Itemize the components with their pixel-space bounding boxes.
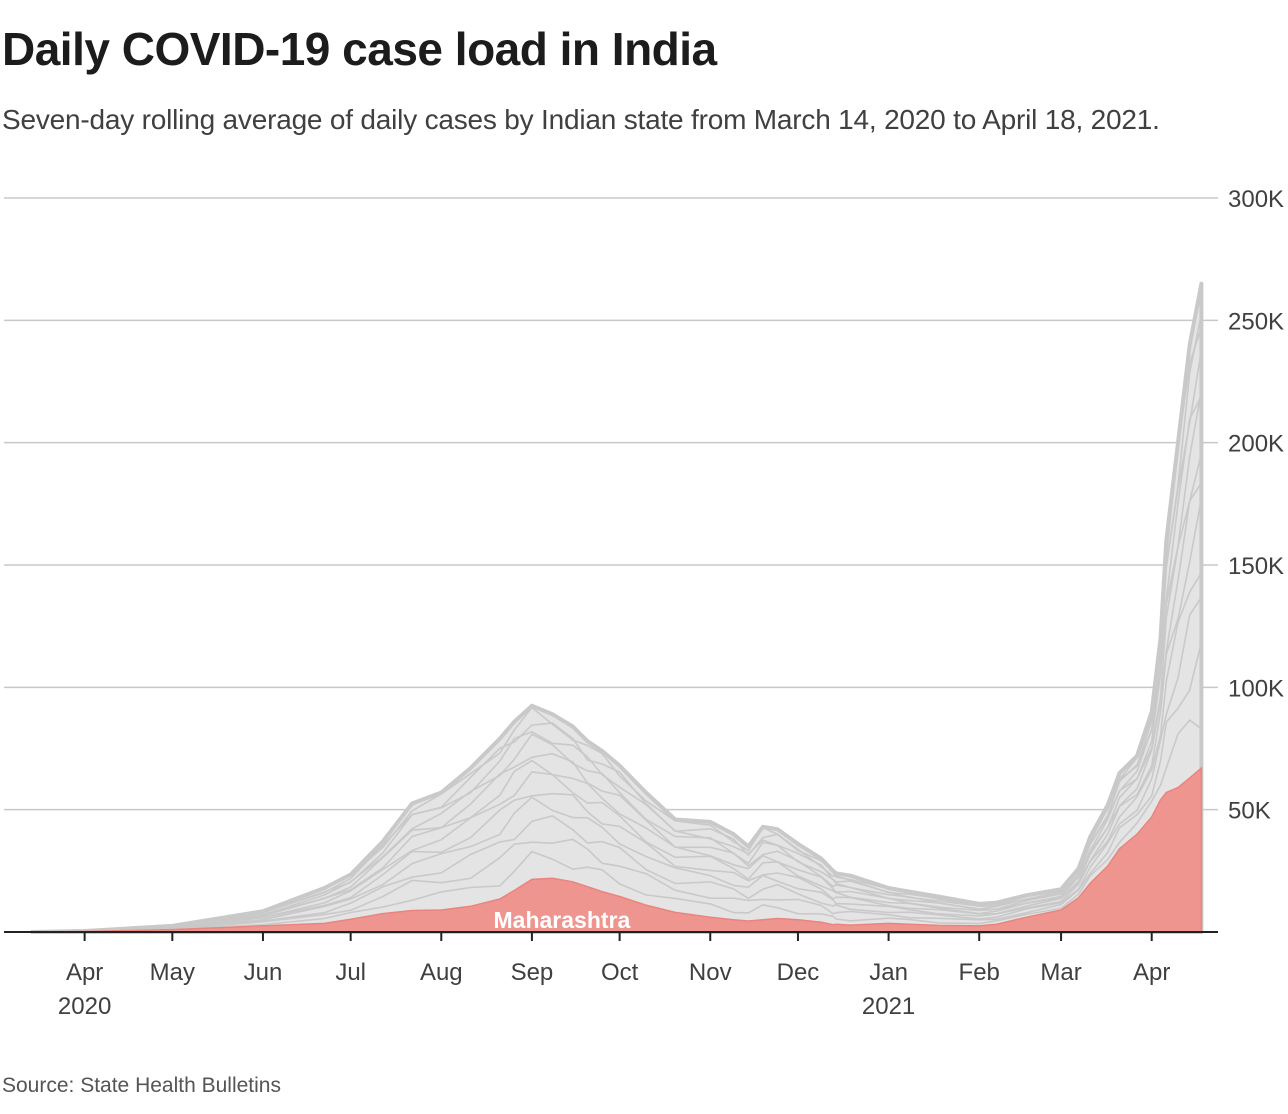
x-tick-label: Sep <box>511 959 554 986</box>
x-tick-label: Jan <box>869 959 908 986</box>
y-tick-label: 250K <box>1228 308 1284 335</box>
chart-subtitle: Seven-day rolling average of daily cases… <box>2 104 1160 135</box>
grid-lines <box>4 197 1218 811</box>
area-layer <box>30 281 1204 934</box>
x-axis: Apr 2020 May Jun Jul Aug Sep Oct Nov Dec Jan 2021 Fe… <box>4 931 1218 1020</box>
state-line <box>31 596 1203 933</box>
x-tick-label: Aug <box>420 959 463 986</box>
series-area-maharashtra <box>31 766 1203 933</box>
state-line <box>31 395 1203 933</box>
state-line <box>31 719 1202 933</box>
chart-title: Daily COVID-19 case load in India <box>2 23 717 75</box>
x-tick-label: Apr <box>1133 959 1170 986</box>
state-line <box>31 572 1203 933</box>
x-tick-label: Nov <box>689 959 732 986</box>
state-line <box>31 453 1203 933</box>
x-tick-label: Dec <box>777 959 820 986</box>
y-tick-label: 100K <box>1228 675 1284 702</box>
x-tick-label: Feb <box>959 959 1000 986</box>
x-tick-year-label: 2021 <box>862 993 915 1020</box>
annotations: Maharashtra <box>494 907 631 933</box>
state-line <box>31 642 1203 933</box>
y-tick-label: 300K <box>1228 186 1284 213</box>
state-line <box>31 326 1203 933</box>
y-tick-label: 200K <box>1228 431 1284 458</box>
x-tick-label: Jul <box>335 959 366 986</box>
y-tick-label: 150K <box>1228 553 1284 580</box>
x-tick-label: Mar <box>1040 959 1081 986</box>
x-tick-year-label: 2020 <box>58 993 111 1020</box>
x-tick-label: Oct <box>601 959 639 986</box>
source-note: Source: State Health Bulletins <box>2 1074 281 1097</box>
state-line <box>31 498 1203 933</box>
y-axis: 50K 100K 150K 200K 250K 300K <box>1228 186 1284 825</box>
x-tick-label: May <box>150 959 195 986</box>
y-tick-label: 50K <box>1228 798 1271 825</box>
x-tick-label: Apr <box>66 959 103 986</box>
series-label-maharashtra: Maharashtra <box>494 907 631 933</box>
series-area-total <box>30 281 1204 934</box>
x-tick-label: Jun <box>244 959 283 986</box>
